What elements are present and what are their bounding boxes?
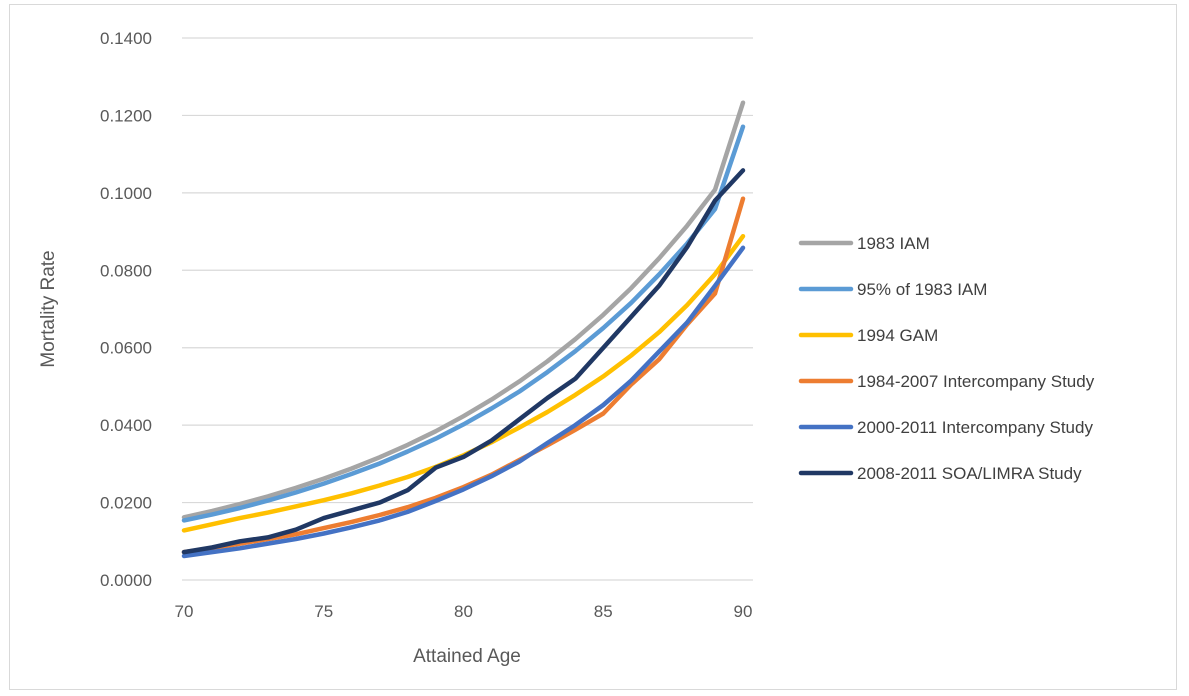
series-line: [181, 245, 746, 559]
series-line: [181, 100, 746, 520]
x-axis-title: Attained Age: [413, 646, 521, 667]
chart-frame: 0.0000 0.0200 0.0400 0.0600 0.0800 0.1000 0.12…: [9, 4, 1177, 690]
x-tick-label: 75: [314, 602, 333, 621]
line-chart: 0.0000 0.0200 0.0400 0.0600 0.0800 0.1000 0.12…: [38, 29, 1095, 667]
y-tick-label: 0.1200: [100, 106, 152, 125]
series-line: [181, 168, 746, 555]
y-tick-label: 0.0000: [100, 571, 152, 590]
x-tick-label: 80: [454, 602, 473, 621]
x-tick-label: 90: [734, 602, 753, 621]
x-tick-label: 70: [175, 602, 194, 621]
legend-label: 1983 IAM: [857, 234, 930, 253]
y-tick-label: 0.1400: [100, 29, 152, 48]
gridlines: [182, 37, 753, 581]
y-tick-label: 0.1000: [100, 184, 152, 203]
y-axis-ticks: 0.0000 0.0200 0.0400 0.0600 0.0800 0.1000 0.12…: [100, 29, 152, 590]
legend-label: 1994 GAM: [857, 326, 938, 345]
x-tick-label: 85: [594, 602, 613, 621]
y-tick-label: 0.0800: [100, 261, 152, 280]
x-axis-ticks: 70 75 80 85 90: [175, 602, 753, 621]
y-axis-title: Mortality Rate: [38, 250, 59, 367]
legend: 1983 IAM 95% of 1983 IAM 1994 GAM 1984-2007…: [798, 234, 1095, 483]
y-tick-label: 0.0600: [100, 339, 152, 358]
legend-label: 95% of 1983 IAM: [857, 280, 987, 299]
legend-label: 2008-2011 SOA/LIMRA Study: [857, 464, 1082, 483]
legend-label: 2000-2011 Intercompany Study: [857, 418, 1093, 437]
series-lines: [181, 100, 746, 559]
legend-label: 1984-2007 Intercompany Study: [857, 372, 1095, 391]
series-line: [181, 124, 746, 523]
y-tick-label: 0.0200: [100, 494, 152, 513]
y-tick-label: 0.0400: [100, 416, 152, 435]
